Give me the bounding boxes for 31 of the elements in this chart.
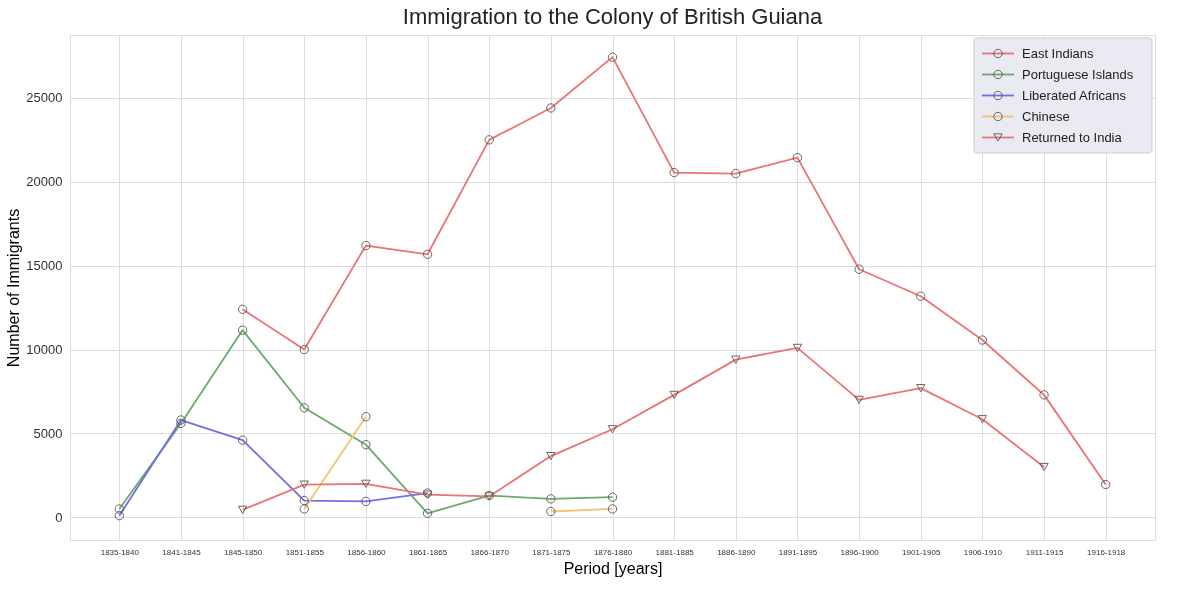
x-tick-label: 1856-1860 [347, 547, 387, 557]
legend-label: Chinese [1022, 108, 1070, 124]
legend-label: East Indians [1022, 45, 1095, 61]
x-tick-label: 1841-1845 [162, 547, 202, 557]
y-tick-label: 10000 [26, 342, 63, 358]
x-tick-label: 1906-1910 [963, 547, 1003, 557]
x-tick-label: 1911-1915 [1025, 547, 1064, 557]
x-tick-label: 1886-1890 [717, 547, 756, 557]
y-tick-label: 5000 [33, 425, 63, 441]
x-tick-label: 1835-1840 [100, 547, 140, 557]
legend-label: Liberated Africans [1022, 87, 1127, 103]
x-tick-label: 1891-1895 [778, 547, 818, 557]
x-tick-label: 1896-1900 [840, 547, 880, 557]
x-tick-label: 1871-1875 [532, 547, 572, 557]
x-tick-label: 1916-1918 [1087, 547, 1126, 557]
x-tick-label: 1866-1870 [470, 547, 510, 557]
y-tick-label: 15000 [26, 258, 63, 274]
x-tick-label: 1845-1850 [223, 547, 263, 557]
y-tick-label: 20000 [26, 174, 63, 190]
x-tick-label: 1876-1880 [593, 547, 633, 557]
x-tick-label: 1851-1855 [285, 547, 325, 557]
legend-label: Portuguese Islands [1022, 66, 1134, 82]
chart-title: Immigration to the Colony of British Guiana [402, 4, 823, 29]
x-axis-title: Period [years] [563, 559, 663, 577]
y-tick-label: 25000 [26, 90, 63, 106]
legend-label: Returned to India [1022, 129, 1123, 145]
x-tick-label: 1861-1865 [408, 547, 448, 557]
x-tick-label: 1901-1905 [902, 547, 941, 557]
x-tick-label: 1881-1885 [655, 547, 695, 557]
y-tick-label: 0 [55, 509, 63, 525]
y-axis-title: Number of Immigrants [5, 208, 23, 368]
